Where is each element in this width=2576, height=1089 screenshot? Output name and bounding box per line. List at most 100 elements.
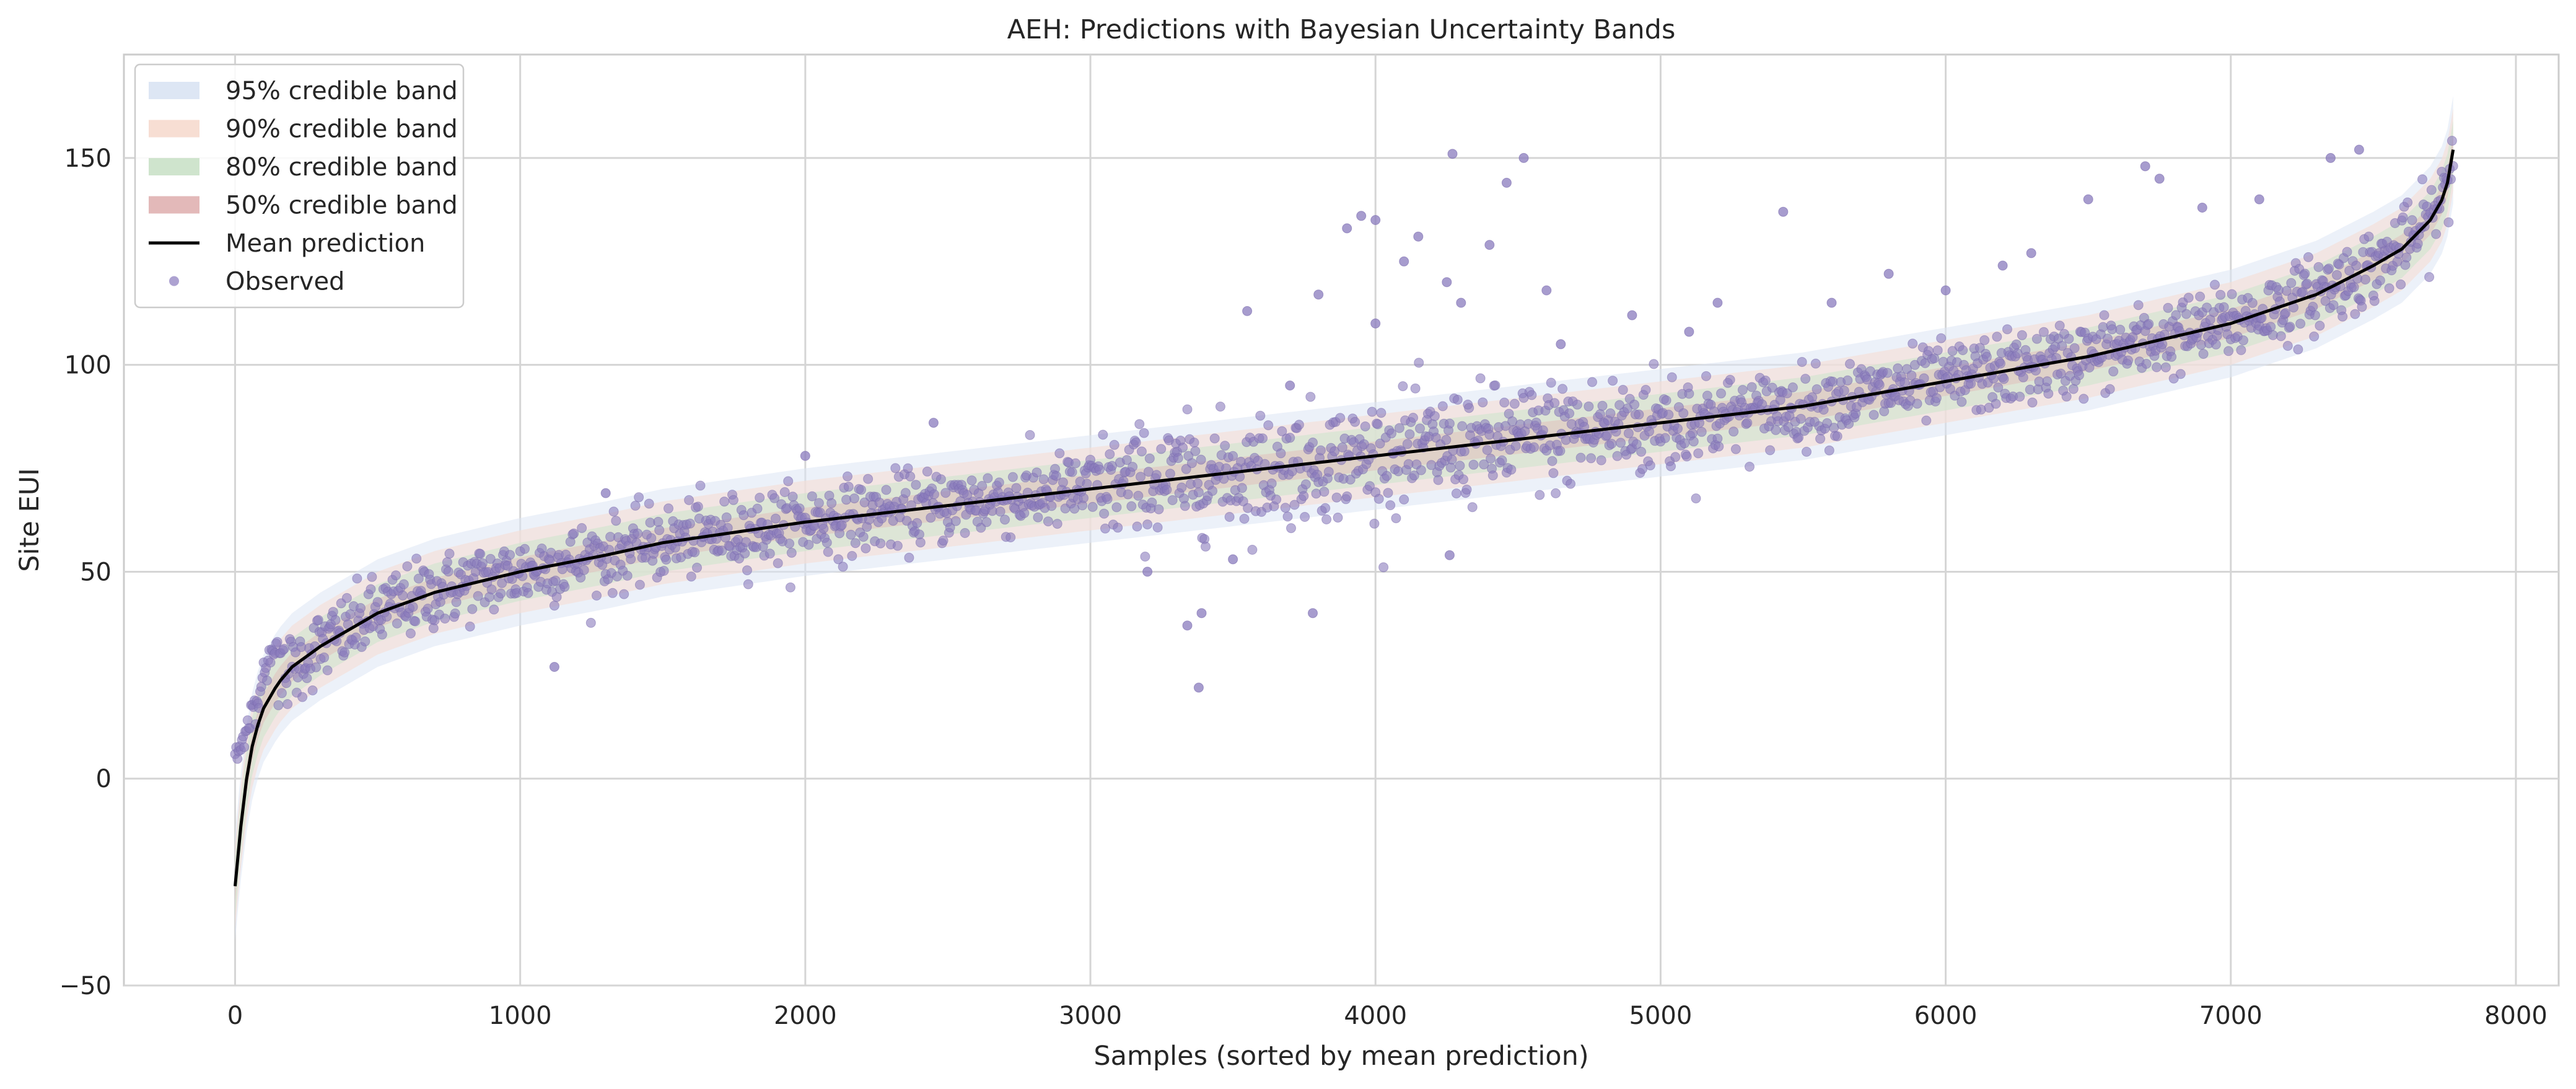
observed-point xyxy=(1546,377,1556,388)
observed-point xyxy=(592,590,602,601)
observed-point xyxy=(653,516,664,527)
observed-point xyxy=(1180,501,1190,511)
observed-point xyxy=(644,498,654,509)
observed-point xyxy=(2115,324,2126,335)
observed-point xyxy=(340,647,350,658)
observed-point xyxy=(1812,384,1822,394)
observed-point xyxy=(945,522,955,533)
observed-point xyxy=(2384,283,2394,294)
observed-point xyxy=(1691,493,1701,504)
observed-point xyxy=(1510,441,1521,451)
observed-point xyxy=(1680,438,1690,449)
observed-point xyxy=(1919,373,1929,384)
observed-point xyxy=(1535,490,1545,500)
observed-point xyxy=(1844,418,1854,429)
observed-point xyxy=(755,493,765,503)
observed-point xyxy=(1156,444,1167,454)
observed-point xyxy=(2276,331,2286,342)
observed-point xyxy=(2166,351,2177,362)
observed-point xyxy=(2083,194,2093,205)
legend-label: Mean prediction xyxy=(226,229,425,258)
observed-point xyxy=(585,617,596,628)
observed-point xyxy=(1376,408,1387,418)
observed-point xyxy=(1007,472,1018,482)
observed-point xyxy=(1684,389,1694,399)
observed-point xyxy=(1134,419,1145,430)
observed-point xyxy=(994,477,1004,488)
observed-point xyxy=(2140,161,2150,172)
observed-point xyxy=(520,544,530,554)
observed-point xyxy=(2011,339,2022,350)
observed-point xyxy=(1387,428,1396,439)
observed-point xyxy=(634,580,645,590)
observed-point xyxy=(307,685,318,695)
legend: 95% credible band 90% credible band 80% cr… xyxy=(134,63,465,309)
observed-point xyxy=(485,553,496,564)
observed-point xyxy=(833,554,844,565)
observed-point xyxy=(646,533,657,544)
observed-point xyxy=(1437,401,1448,412)
observed-point xyxy=(1882,368,1893,378)
observed-point xyxy=(391,570,401,581)
observed-point xyxy=(1725,374,1735,385)
observed-point xyxy=(2061,391,2072,402)
observed-point xyxy=(1372,419,1383,430)
observed-point xyxy=(330,615,341,625)
observed-point xyxy=(1966,379,1976,389)
observed-point xyxy=(1641,385,1651,395)
observed-point xyxy=(1360,421,1370,431)
observed-point xyxy=(2031,333,2042,344)
observed-point xyxy=(2364,231,2374,242)
observed-point xyxy=(402,561,413,571)
observed-point xyxy=(2223,346,2234,356)
observed-point xyxy=(843,471,852,482)
observed-point xyxy=(1266,478,1277,488)
observed-point xyxy=(1383,488,1393,498)
observed-point xyxy=(486,584,497,594)
observed-point xyxy=(1688,436,1699,447)
legend-label: 50% credible band xyxy=(226,192,458,220)
observed-point xyxy=(1330,446,1339,457)
observed-point xyxy=(1452,394,1463,405)
observed-point xyxy=(804,539,814,550)
observed-point xyxy=(1991,399,2001,409)
observed-point xyxy=(2064,333,2074,344)
observed-point xyxy=(1099,508,1110,519)
observed-point xyxy=(2431,229,2442,239)
observed-point xyxy=(849,493,859,504)
observed-point xyxy=(1456,298,1466,308)
observed-point xyxy=(442,557,452,567)
observed-point xyxy=(1196,454,1206,465)
observed-point xyxy=(1670,452,1681,462)
observed-point xyxy=(1094,464,1105,475)
observed-point xyxy=(1461,484,1472,495)
observed-point xyxy=(1239,514,1250,524)
observed-point xyxy=(2160,362,2171,373)
observed-point xyxy=(1822,418,1833,428)
observed-point xyxy=(938,536,948,546)
observed-point xyxy=(1506,464,1517,475)
observed-point xyxy=(1394,423,1404,433)
observed-point xyxy=(1286,523,1296,534)
observed-point xyxy=(1564,408,1575,418)
observed-point xyxy=(1193,478,1203,488)
observed-point xyxy=(1547,456,1557,466)
observed-point xyxy=(1815,433,1826,444)
observed-point xyxy=(742,565,752,576)
observed-point xyxy=(2417,174,2427,185)
observed-point xyxy=(1509,399,1520,409)
observed-point xyxy=(411,553,422,564)
observed-point xyxy=(2308,301,2318,312)
observed-point xyxy=(1746,382,1757,392)
legend-swatch-band xyxy=(149,158,199,175)
observed-point xyxy=(1712,298,1723,308)
observed-point xyxy=(1649,359,1659,369)
observed-point xyxy=(1555,446,1566,456)
observed-point xyxy=(1285,381,1295,390)
observed-point xyxy=(1956,397,1967,407)
observed-point xyxy=(352,573,362,584)
observed-point xyxy=(1414,358,1424,368)
observed-point xyxy=(1071,458,1081,469)
observed-point xyxy=(1701,371,1711,381)
observed-point xyxy=(1190,446,1201,456)
